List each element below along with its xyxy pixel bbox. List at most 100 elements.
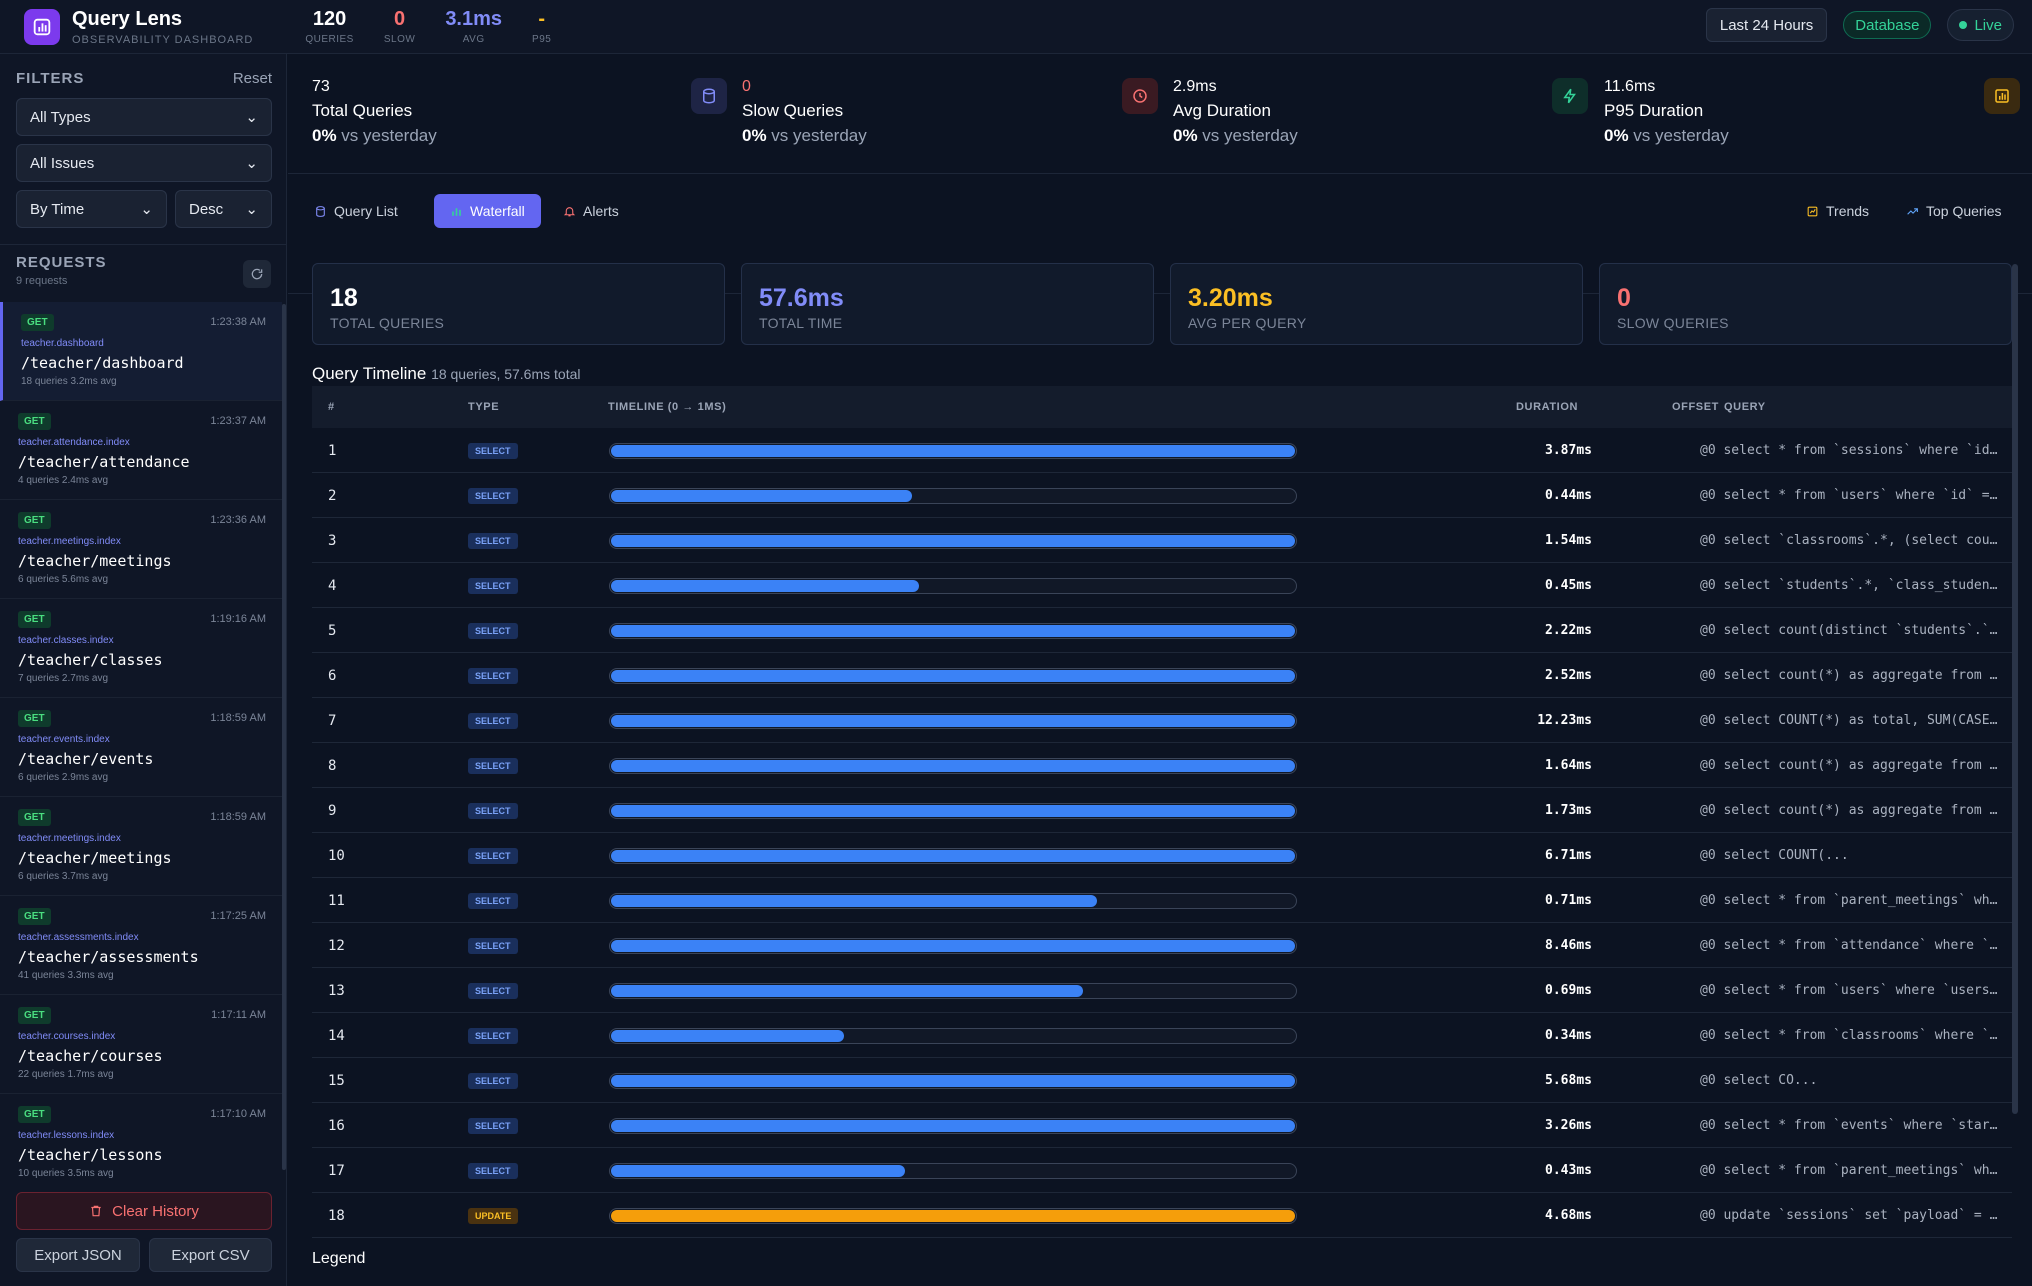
card-value: 57.6ms (759, 284, 844, 312)
bar-chart-icon (452, 207, 461, 216)
summary-stat: 0 Slow Queries 0% vs yesterday (742, 78, 867, 146)
sort-select[interactable]: By Time ⌄ (16, 190, 167, 228)
query-text: @0 select count(*) as aggregate from `co… (1700, 803, 2000, 818)
request-time: 1:18:59 AM (210, 811, 266, 823)
summary-card: 3.20ms AVG PER QUERY (1170, 263, 1583, 345)
table-row[interactable]: 6 SELECT 2.52ms @0 select count(*) as aggre… (312, 653, 2012, 698)
summary-stat-name: P95 Duration (1604, 101, 1704, 120)
order-select[interactable]: Desc ⌄ (175, 190, 272, 228)
timeline-track (609, 983, 1297, 999)
tab-top-queries[interactable]: Top Queries (1896, 194, 2011, 228)
table-row[interactable]: 3 SELECT 1.54ms @0 select `classrooms`.*, (… (312, 518, 2012, 563)
refresh-button[interactable] (243, 260, 271, 288)
timeline-track (609, 713, 1297, 729)
table-row[interactable]: 7 SELECT 12.23ms @0 select COUNT(*) as tota… (312, 698, 2012, 743)
query-type-badge: SELECT (468, 848, 518, 864)
header-stat-label: SLOW (383, 34, 416, 45)
request-time: 1:17:10 AM (210, 1108, 266, 1120)
card-value: 18 (330, 284, 358, 312)
request-path: /teacher/meetings (18, 849, 172, 867)
query-text: @0 select COUNT(*) as total, SUM(CASE WH… (1700, 713, 2000, 728)
tab-trends[interactable]: Trends (1796, 194, 1879, 228)
query-text: @0 select count(*) as aggregate from `le… (1700, 758, 2000, 773)
request-path: /teacher/attendance (18, 453, 190, 471)
bar-chart-icon (1984, 78, 2020, 114)
timeline-track (609, 1028, 1297, 1044)
type-select[interactable]: All Types ⌄ (16, 98, 272, 136)
source-badge[interactable]: Database (1843, 11, 1932, 39)
summary-stat-delta: 0% vs yesterday (1604, 126, 1729, 145)
brand: Query Lens OBSERVABILITY DASHBOARD (72, 8, 253, 46)
request-item[interactable]: GET 1:23:38 AM teacher.dashboard/teacher/d… (0, 302, 282, 401)
request-item[interactable]: GET 1:17:10 AM teacher.lessons.index/teach… (0, 1094, 282, 1178)
table-row[interactable]: 17 SELECT 0.43ms @0 select * from `parent_m… (312, 1148, 2012, 1193)
table-row[interactable]: 8 SELECT 1.64ms @0 select count(*) as aggre… (312, 743, 2012, 788)
clock-icon (1122, 78, 1158, 114)
timeline-title: Query Timeline 18 queries, 57.6ms total (312, 364, 580, 384)
export-json-button[interactable]: Export JSON (16, 1238, 140, 1272)
timeline-track (609, 668, 1297, 684)
sidebar-scrollbar[interactable] (282, 304, 286, 1170)
tab-alerts[interactable]: Alerts (553, 194, 629, 228)
row-number: 1 (328, 443, 337, 459)
timeline-track (609, 533, 1297, 549)
tab-waterfall[interactable]: Waterfall (434, 194, 541, 228)
table-row[interactable]: 16 SELECT 3.26ms @0 select * from `events` … (312, 1103, 2012, 1148)
timeline-track (609, 758, 1297, 774)
request-item[interactable]: GET 1:18:59 AM teacher.events.index/teache… (0, 698, 282, 797)
query-duration: 0.44ms (1545, 488, 1592, 503)
timeline-bar (611, 1075, 1295, 1087)
request-item[interactable]: GET 1:17:25 AM teacher.assessments.index/t… (0, 896, 282, 995)
chevron-down-icon: ⌄ (245, 155, 258, 172)
query-duration: 8.46ms (1545, 938, 1592, 953)
table-row[interactable]: 5 SELECT 2.22ms @0 select count(distinct `s… (312, 608, 2012, 653)
timeline-bar (611, 895, 1097, 907)
timeline-bar (611, 760, 1295, 772)
col-type: TYPE (468, 401, 500, 413)
table-row[interactable]: 10 SELECT 6.71ms @0 select COUNT(... (312, 833, 2012, 878)
table-row[interactable]: 1 SELECT 3.87ms @0 select * from `sessions`… (312, 428, 2012, 473)
query-text: @0 select CO... (1700, 1073, 1818, 1088)
table-row[interactable]: 9 SELECT 1.73ms @0 select count(*) as aggre… (312, 788, 2012, 833)
request-item[interactable]: GET 1:19:16 AM teacher.classes.index/teach… (0, 599, 282, 698)
export-csv-button[interactable]: Export CSV (149, 1238, 272, 1272)
query-type-badge: SELECT (468, 1073, 518, 1089)
timeline-bar (611, 1030, 844, 1042)
row-number: 6 (328, 668, 337, 684)
query-text: @0 select `students`.*, `class_students`… (1700, 578, 2000, 593)
table-row[interactable]: 12 SELECT 8.46ms @0 select * from `attendan… (312, 923, 2012, 968)
request-time: 1:19:16 AM (210, 613, 266, 625)
table-row[interactable]: 4 SELECT 0.45ms @0 select `students`.*, `cl… (312, 563, 2012, 608)
summary-card: 57.6ms TOTAL TIME (741, 263, 1154, 345)
table-row[interactable]: 14 SELECT 0.34ms @0 select * from `classroo… (312, 1013, 2012, 1058)
tab-query-list[interactable]: Query List (304, 194, 408, 228)
reset-button[interactable]: Reset (232, 70, 272, 87)
clear-history-button[interactable]: Clear History (16, 1192, 272, 1230)
table-row[interactable]: 15 SELECT 5.68ms @0 select CO... (312, 1058, 2012, 1103)
summary-stat: 73 Total Queries 0% vs yesterday (312, 78, 437, 146)
request-path: /teacher/lessons (18, 1146, 163, 1164)
main-scrollbar[interactable] (2012, 264, 2018, 1114)
bar-chart-icon (33, 18, 51, 35)
row-number: 4 (328, 578, 337, 594)
tab-query-list-label: Query List (334, 203, 398, 219)
request-route: teacher.meetings.index (18, 536, 121, 547)
table-row[interactable]: 11 SELECT 0.71ms @0 select * from `parent_m… (312, 878, 2012, 923)
request-item[interactable]: GET 1:18:59 AM teacher.meetings.index/teac… (0, 797, 282, 896)
timeline-track (609, 578, 1297, 594)
request-item[interactable]: GET 1:23:37 AM teacher.attendance.index/te… (0, 401, 282, 500)
header-stat-label: QUERIES (305, 34, 354, 45)
query-duration: 2.22ms (1545, 623, 1592, 638)
header-stats: 120 QUERIES 0 SLOW 3.1ms AVG - P95 (305, 8, 551, 45)
time-range-button[interactable]: Last 24 Hours (1705, 8, 1828, 42)
query-duration: 6.71ms (1545, 848, 1592, 863)
table-row[interactable]: 18 UPDATE 4.68ms @0 update `sessions` set `… (312, 1193, 2012, 1238)
request-item[interactable]: GET 1:23:36 AM teacher.meetings.index/teac… (0, 500, 282, 599)
live-toggle[interactable]: Live (1947, 9, 2014, 41)
query-type-badge: SELECT (468, 443, 518, 459)
issue-select[interactable]: All Issues ⌄ (16, 144, 272, 182)
request-meta: 4 queries 2.4ms avg (18, 475, 109, 486)
table-row[interactable]: 13 SELECT 0.69ms @0 select * from `users` w… (312, 968, 2012, 1013)
table-row[interactable]: 2 SELECT 0.44ms @0 select * from `users` wh… (312, 473, 2012, 518)
request-item[interactable]: GET 1:17:11 AM teacher.courses.index/teach… (0, 995, 282, 1094)
